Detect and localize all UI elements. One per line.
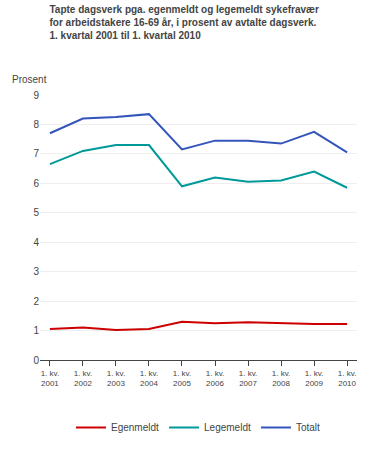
svg-text:5: 5 (33, 207, 39, 218)
svg-text:1. kv.2002: 1. kv.2002 (74, 369, 93, 388)
svg-text:1. kv.2005: 1. kv.2005 (173, 369, 192, 388)
svg-text:Egenmeldt: Egenmeldt (111, 422, 159, 433)
svg-text:7: 7 (33, 148, 39, 159)
svg-text:1. kv.2004: 1. kv.2004 (140, 369, 159, 388)
svg-text:Prosent: Prosent (12, 74, 47, 85)
svg-text:3: 3 (33, 266, 39, 277)
svg-text:Legemeldt: Legemeldt (204, 422, 251, 433)
svg-text:Tapte dagsverk pga. egenmeldt: Tapte dagsverk pga. egenmeldt og legemel… (50, 4, 319, 41)
svg-text:2: 2 (33, 296, 39, 307)
svg-text:1. kv.2007: 1. kv.2007 (239, 369, 258, 388)
svg-text:Totalt: Totalt (296, 422, 320, 433)
svg-text:4: 4 (33, 237, 39, 248)
svg-text:1. kv.2003: 1. kv.2003 (107, 369, 126, 388)
svg-text:1. kv.2009: 1. kv.2009 (305, 369, 324, 388)
svg-text:1. kv.2006: 1. kv.2006 (206, 369, 225, 388)
svg-text:8: 8 (33, 119, 39, 130)
svg-text:1. kv.2001: 1. kv.2001 (41, 369, 60, 388)
svg-text:6: 6 (33, 178, 39, 189)
svg-text:1. kv.2010: 1. kv.2010 (338, 369, 357, 388)
svg-text:9: 9 (33, 90, 39, 101)
svg-text:1: 1 (33, 325, 39, 336)
svg-text:0: 0 (33, 355, 39, 366)
svg-text:1. kv.2008: 1. kv.2008 (272, 369, 291, 388)
